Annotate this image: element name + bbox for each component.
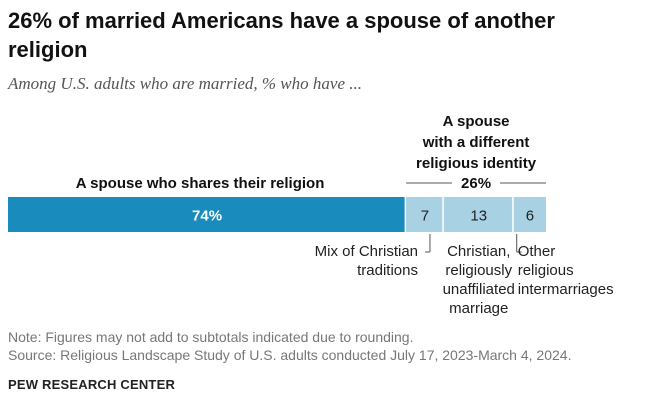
group-label-different-line-3: religious identity	[416, 155, 537, 172]
group-label-different-line-2: with a different	[422, 134, 530, 151]
chart-source: Source: Religious Landscape Study of U.S…	[8, 347, 572, 363]
group-label-same-religion: A spouse who shares their religion	[76, 175, 325, 192]
bar-segment-4	[513, 197, 546, 232]
chart-subtitle: Among U.S. adults who are married, % who…	[8, 74, 362, 93]
callout-2-line-3: unaffiliated	[443, 281, 515, 298]
bar-value-label-2: 7	[421, 208, 429, 225]
callout-3-line-2: religious	[518, 262, 574, 279]
callout-1-line-1: Mix of Christian	[315, 243, 418, 260]
chart-note: Note: Figures may not add to subtotals i…	[8, 329, 414, 345]
bar-value-label-1: 74%	[192, 208, 222, 225]
callout-3-line-3: intermarriages	[518, 281, 614, 298]
chart-title: 26% of married Americans have a spouse o…	[8, 8, 555, 62]
bar-segment-1	[8, 197, 405, 232]
pew-research-center-logo: PEW RESEARCH CENTER	[8, 377, 176, 392]
callout-1-line-2: traditions	[357, 262, 418, 279]
bar-value-label-3: 13	[470, 208, 487, 225]
stacked-bar-chart: 74% 7 13 6 A spouse who shares their religio…	[8, 113, 614, 317]
bar-segment-3	[443, 197, 513, 232]
group-label-different-line-1: A spouse	[443, 113, 510, 130]
callout-3-line-1: Other	[518, 243, 556, 260]
callout-2-line-1: Christian,	[447, 243, 510, 260]
group-total-different: 26%	[461, 175, 491, 192]
bar-segment-2	[406, 197, 443, 232]
bar-value-label-4: 6	[526, 208, 534, 225]
callout-2-line-2: religiously	[445, 262, 512, 279]
callout-2-line-4: marriage	[449, 300, 508, 317]
